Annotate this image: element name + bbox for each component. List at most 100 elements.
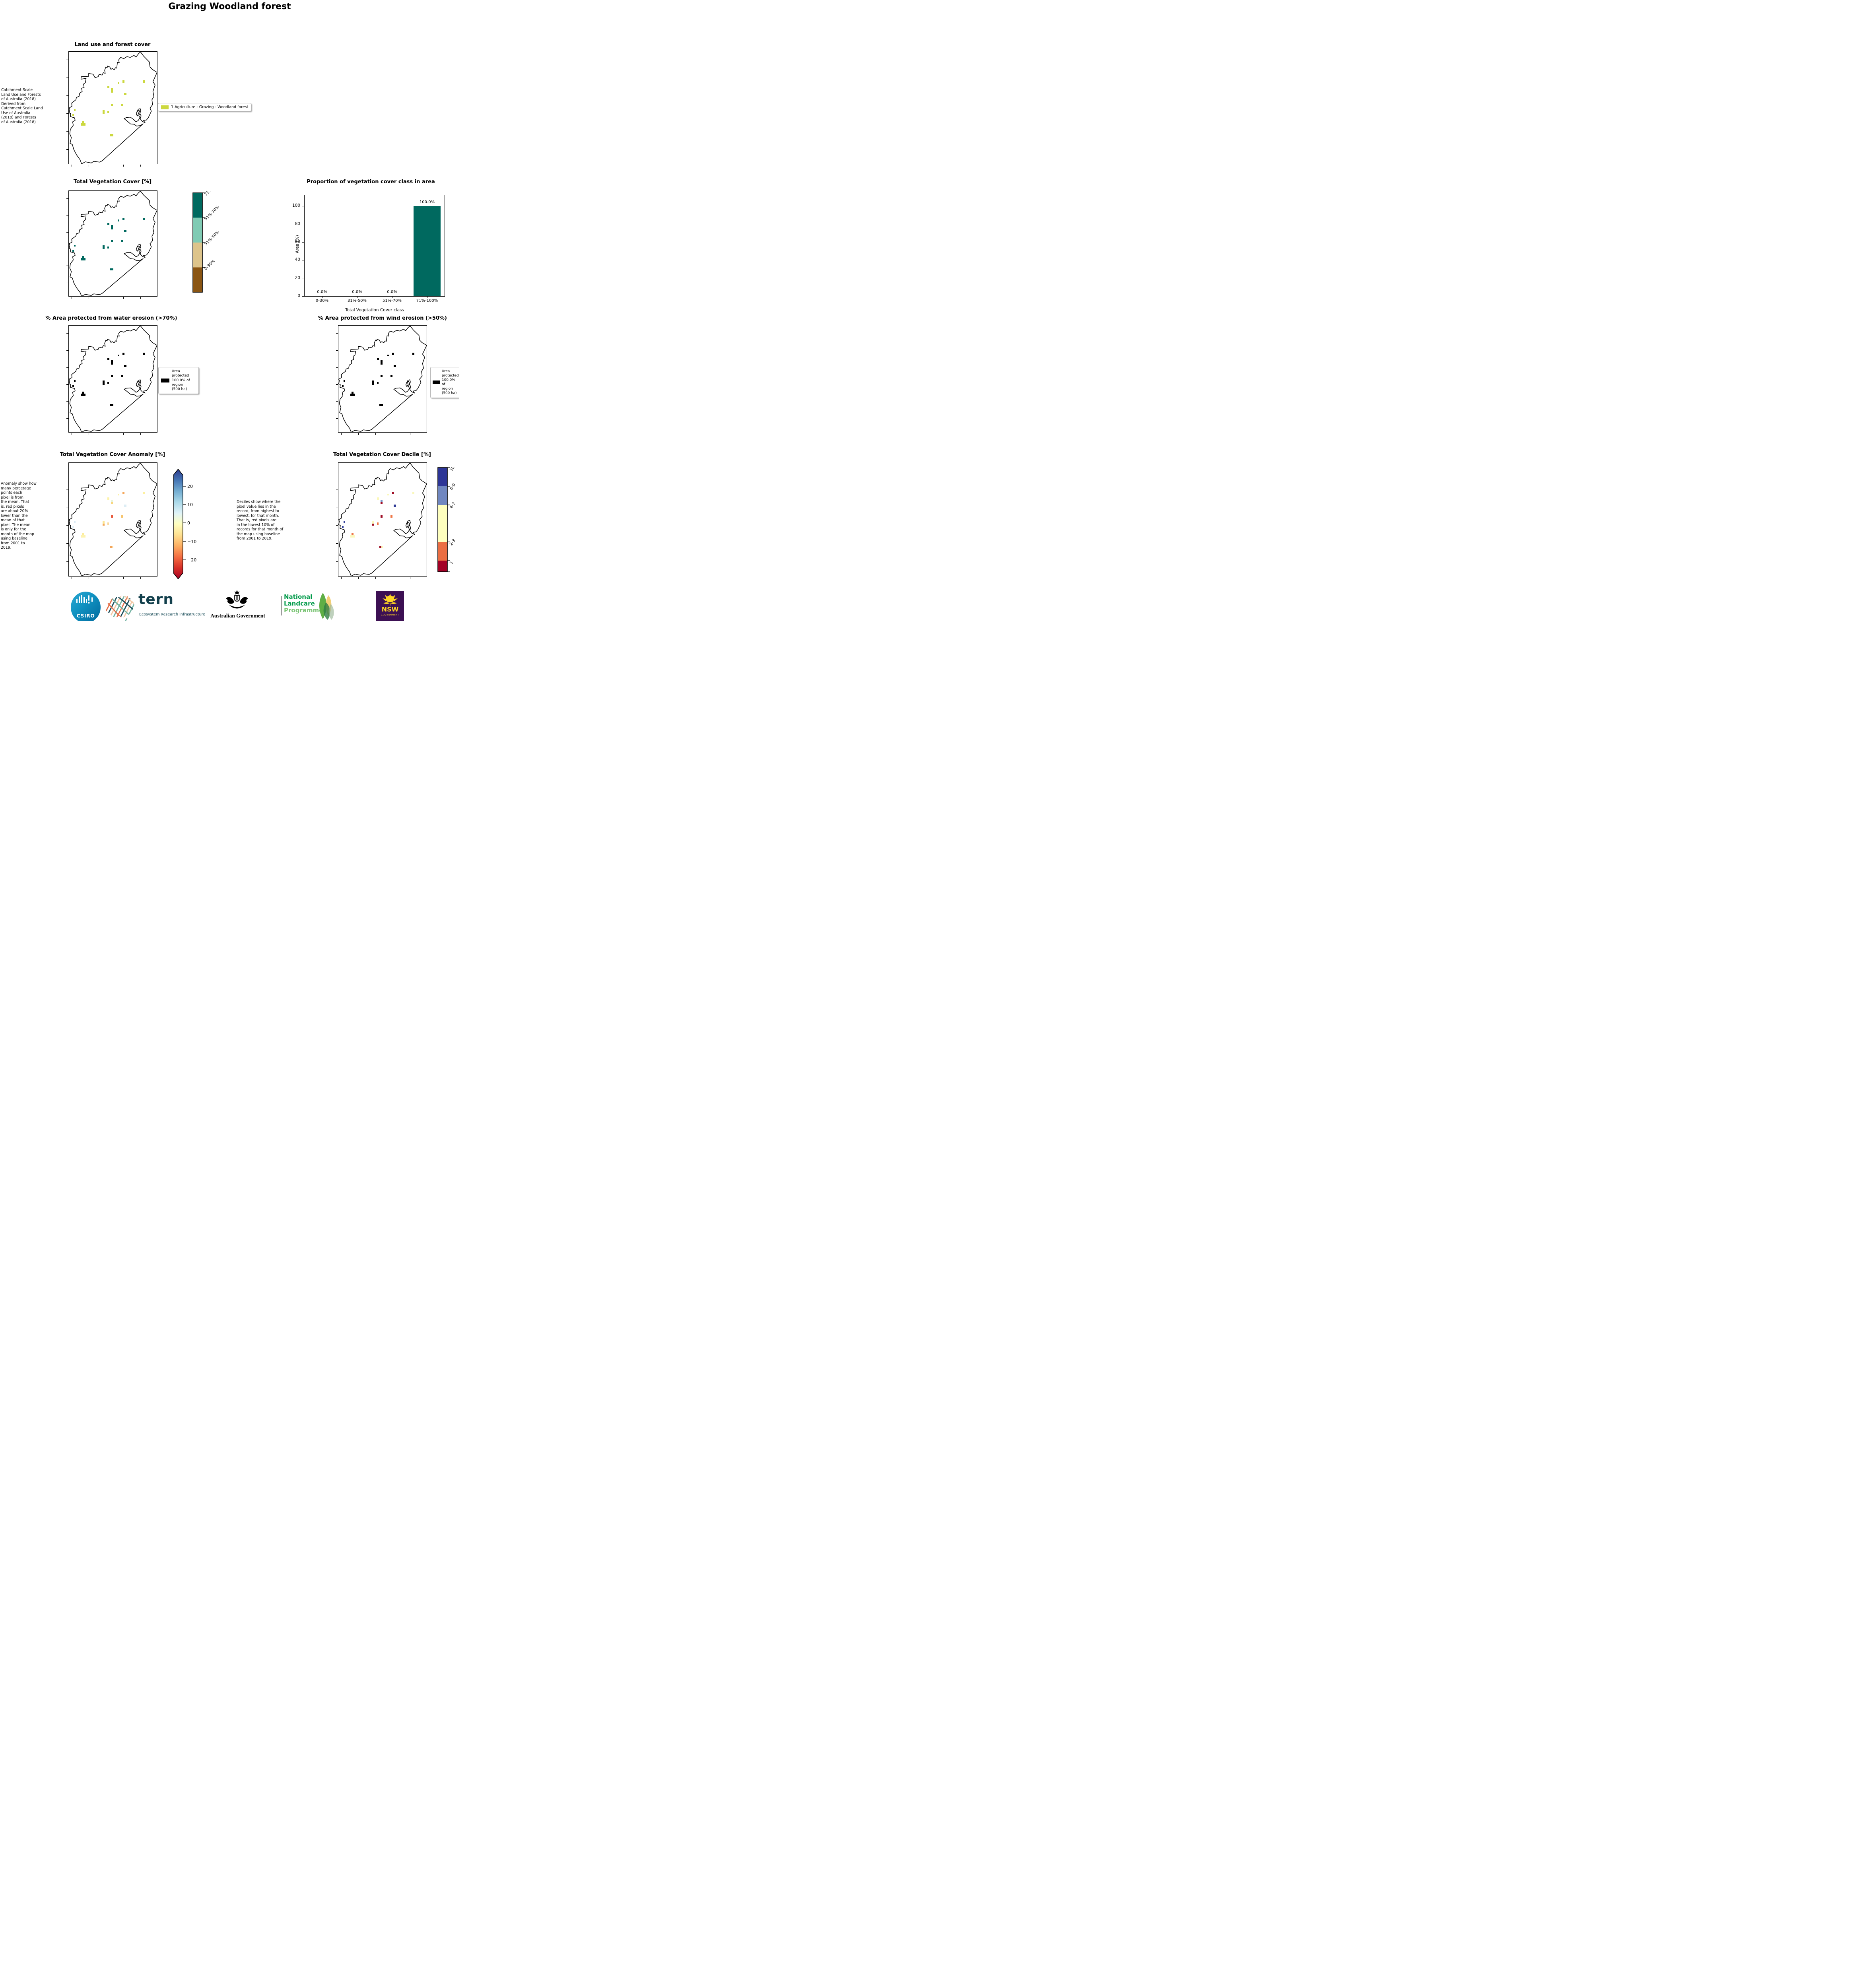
axis-tick [336, 350, 338, 351]
map-pixel [392, 491, 394, 494]
tvc-cb-seg2 [193, 217, 202, 243]
decile-cb-label: 2-3 [449, 538, 457, 547]
map-pixel [352, 391, 354, 394]
water-map [66, 325, 157, 435]
map-pixel [111, 362, 113, 365]
anomaly-cb-bar [173, 469, 183, 580]
axis-tick [66, 95, 68, 96]
decile-cb-seg [438, 542, 447, 561]
map-pixel [381, 546, 383, 548]
map-pixel [142, 80, 145, 83]
decile-note: Deciles show where the pixel value lies … [237, 500, 284, 541]
map-pixel [107, 111, 109, 113]
map-pixel [342, 526, 344, 528]
map-pixel [377, 522, 379, 525]
map-pixel [82, 121, 84, 124]
tvc-colorbar: 71%-100% 51%-70% 31%-50% 0-30% [192, 191, 222, 293]
axis-tick [66, 350, 68, 351]
map-pixel [377, 382, 379, 384]
map-pixel [111, 88, 113, 91]
csiro-logo: CSIRO [71, 592, 101, 621]
page-title: Grazing Woodland forest [168, 2, 291, 12]
map-pixel [102, 247, 105, 250]
map-pixel [111, 499, 113, 502]
tern-wordmark: tern [138, 591, 174, 608]
water-legend-text: Area protected 100.0% of region (500 ha) [172, 369, 190, 391]
landuse-legend-label: 1 Agriculture - Grazing - Woodland fores… [171, 105, 249, 109]
anomaly-cb-tick-labels: 20 10 0 −10 −20 [187, 484, 196, 563]
tvc-cb-label-1: 71%-100% [204, 191, 222, 197]
decile-cb-seg [438, 468, 447, 486]
map-pixel [110, 134, 112, 136]
map-pixel [110, 404, 112, 406]
map-pixel [342, 385, 344, 387]
map-pixel [121, 375, 123, 377]
map-pixel [381, 404, 383, 406]
map-pixel [344, 380, 346, 382]
map-pixel [117, 82, 119, 84]
anomaly-cb-tick-0: 0 [187, 520, 190, 526]
decile-cb-seg [438, 561, 447, 572]
axis-tick [341, 433, 342, 435]
nsw-label: NSW [381, 606, 399, 613]
map-pixel [350, 394, 355, 396]
axis-tick [358, 433, 359, 435]
map-pixel [74, 520, 76, 523]
ausgov-crest-icon [225, 590, 249, 609]
y-tick-label: 0 [297, 293, 300, 298]
map-pixel [74, 245, 76, 247]
tvc-cb-seg4 [193, 267, 202, 292]
map-pixel [80, 258, 85, 260]
map-pixel [124, 504, 126, 507]
y-tick-label: 60 [295, 239, 300, 244]
axis-tick [66, 333, 68, 334]
y-tick-label: 100 [292, 203, 300, 208]
map-pixel [122, 491, 125, 494]
bar-value-label: 100.0% [419, 200, 435, 205]
axis-tick [66, 367, 68, 368]
map-pixel [372, 523, 374, 526]
decile-cb-label: 8-9 [449, 483, 457, 491]
anomaly-cb-tick-n10: −10 [187, 539, 196, 544]
chart-xlabel: Total Vegetation Cover class [345, 308, 404, 313]
map-pixel [380, 499, 383, 502]
decile-cb-seg [438, 505, 447, 542]
decile-cb-label: 1 [449, 560, 455, 565]
map-pixel [352, 533, 354, 536]
anomaly-colorbar: 20 10 0 −10 −20 [173, 469, 196, 580]
csiro-label: CSIRO [76, 613, 95, 619]
map-pixel [107, 497, 110, 500]
anomaly-title: Total Vegetation Cover Anomaly [%] [60, 452, 165, 458]
wind-legend-text: Area protected 100.0% of region (500 ha) [442, 369, 459, 395]
map-pixel [122, 217, 125, 220]
report-page: Grazing Woodland forest Land use and for… [0, 0, 459, 621]
map-pixel [102, 382, 105, 385]
anomaly-cb-tick-n20: −20 [187, 557, 196, 563]
map-pixel [117, 493, 119, 496]
axis-tick [375, 433, 376, 435]
map-pixel [344, 520, 346, 523]
map-pixel [102, 245, 105, 248]
decile-cb-seg [438, 486, 447, 505]
map-pixel [72, 526, 74, 528]
anomaly-cb-tick-20: 20 [187, 484, 193, 489]
axis-tick [66, 525, 68, 526]
map-pixel [107, 382, 109, 384]
map-pixel [387, 354, 389, 357]
map-pixel [142, 353, 145, 355]
catchment-outline [69, 463, 157, 576]
water-legend: Area protected 100.0% of region (500 ha) [158, 367, 199, 394]
axis-tick [66, 198, 68, 199]
tern-australia-icon [105, 595, 134, 621]
map-pixel [80, 394, 85, 396]
tvc-cb-seg3 [193, 243, 202, 268]
map-pixel [111, 90, 113, 93]
map-pixel [72, 385, 74, 387]
tvc-cb-labels: 71%-100% 51%-70% 31%-50% 0-30% [204, 191, 222, 271]
decile-cb-frame [437, 467, 448, 572]
map-pixel [412, 491, 414, 494]
wind-title: % Area protected from wind erosion (>50%… [318, 315, 447, 321]
map-pixel [111, 225, 113, 227]
bar-71%-100% [414, 206, 441, 296]
map-pixel [102, 112, 105, 114]
